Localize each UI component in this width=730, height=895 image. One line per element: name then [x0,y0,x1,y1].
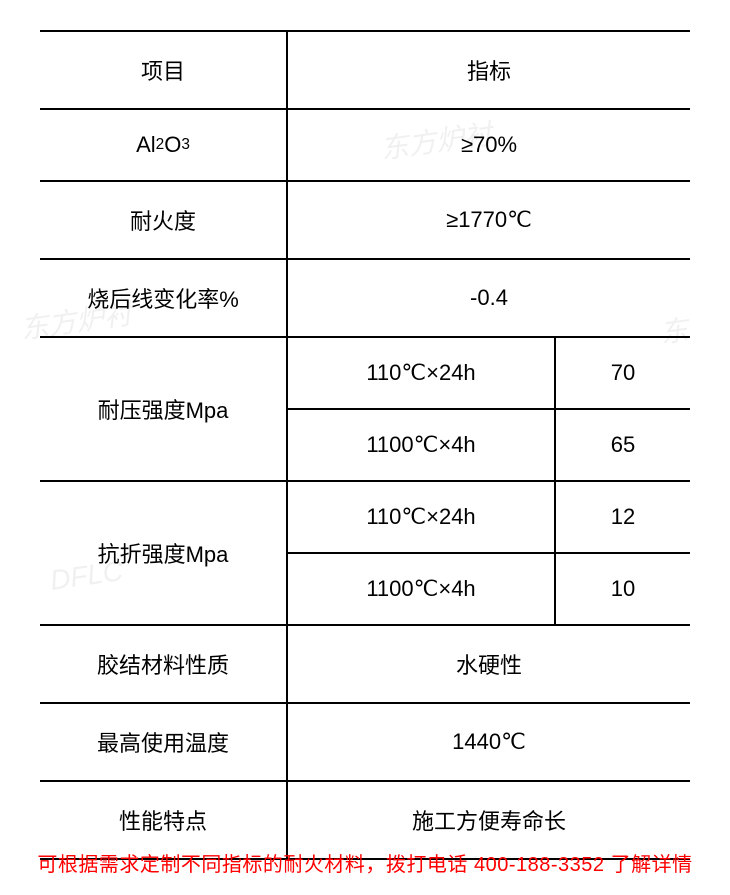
row-label: 烧后线变化率% [40,260,288,336]
row-value: 水硬性 [288,626,690,702]
table-header-row: 项目 指标 [40,32,690,110]
footer-note: 可根据需求定制不同指标的耐火材料，拨打电话 400-188-3352 了解详情 [0,848,730,877]
row-value: -0.4 [288,260,690,336]
row-value: 1440℃ [288,704,690,780]
row-condition: 110℃×24h [288,338,556,408]
row-label: 最高使用温度 [40,704,288,780]
header-right: 指标 [288,32,690,108]
table-row: 胶结材料性质 水硬性 [40,626,690,704]
row-value: ≥70% [288,110,690,180]
row-label: 性能特点 [40,782,288,858]
table-row: Al2O3 ≥70% [40,110,690,182]
row-label: 抗折强度Mpa [40,482,288,624]
header-left: 项目 [40,32,288,108]
row-label: Al2O3 [40,110,288,180]
table-row-multi: 抗折强度Mpa 110℃×24h 12 1100℃×4h 10 [40,482,690,626]
row-condition: 1100℃×4h [288,554,556,624]
table-row-multi: 耐压强度Mpa 110℃×24h 70 1100℃×4h 65 [40,338,690,482]
table-row: 最高使用温度 1440℃ [40,704,690,782]
row-label: 耐火度 [40,182,288,258]
row-value: 65 [556,410,690,480]
spec-table: 项目 指标 Al2O3 ≥70% 耐火度 ≥1770℃ 烧后线变化率% -0.4… [40,30,690,860]
row-label: 耐压强度Mpa [40,338,288,480]
row-value: 70 [556,338,690,408]
row-value: 12 [556,482,690,552]
row-value: ≥1770℃ [288,182,690,258]
row-condition: 110℃×24h [288,482,556,552]
row-label: 胶结材料性质 [40,626,288,702]
table-row: 耐火度 ≥1770℃ [40,182,690,260]
table-row: 烧后线变化率% -0.4 [40,260,690,338]
row-value: 施工方便寿命长 [288,782,690,858]
row-value: 10 [556,554,690,624]
row-condition: 1100℃×4h [288,410,556,480]
